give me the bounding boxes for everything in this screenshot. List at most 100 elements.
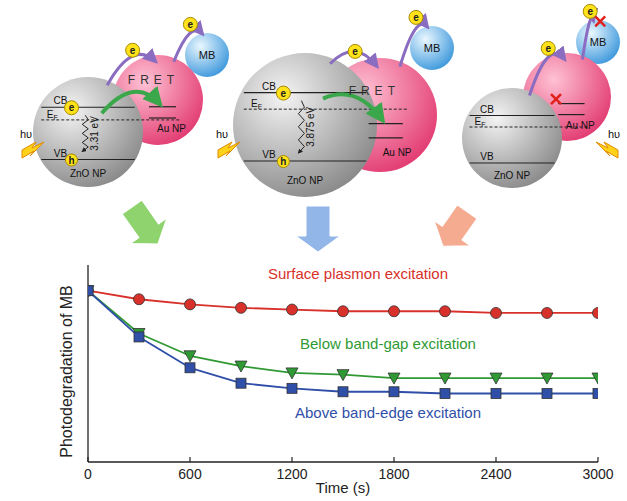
data-point (490, 373, 502, 384)
transfer-arrow (530, 54, 565, 96)
data-point (388, 373, 400, 384)
fret-label: FRET (349, 84, 400, 98)
data-point (185, 299, 196, 310)
electron (276, 86, 290, 100)
x-tick (393, 457, 394, 462)
x-axis (88, 461, 598, 462)
fermi-sub: F (258, 103, 262, 110)
zno-particle (233, 53, 377, 197)
transfer-arrow (582, 18, 593, 60)
data-point (134, 294, 145, 305)
charge-label: e (587, 6, 593, 17)
hole (66, 154, 78, 166)
particle-label: ZnO NP (70, 168, 106, 179)
charge-label: e (188, 19, 194, 30)
x-tick (495, 457, 496, 462)
photon-label: hυ (608, 128, 620, 140)
band-label: CB (262, 81, 276, 92)
scheme-panel: CBVBEFZnO NPAu NPMB3.875 eVeheeFREThυ (216, 10, 454, 197)
series-line (88, 291, 598, 394)
data-point (439, 373, 451, 384)
data-point (134, 332, 144, 342)
x-tick (189, 457, 190, 462)
data-point (236, 378, 246, 388)
fret-arrow (102, 92, 161, 113)
vb-level (244, 160, 366, 161)
particle-label: Au NP (383, 147, 412, 158)
data-point (593, 388, 598, 398)
charge-label: e (281, 88, 287, 99)
data-point (542, 307, 553, 318)
data-point (491, 307, 502, 318)
data-point (491, 388, 501, 398)
metal-level (369, 123, 403, 124)
data-point (338, 387, 348, 397)
cb-level (41, 107, 135, 108)
band-label: CB (480, 104, 494, 115)
relaxation-arrow (298, 101, 304, 153)
gap-label: 3.875 eV (305, 106, 316, 146)
fermi-label: EF (475, 116, 486, 128)
data-point (287, 383, 297, 393)
x-tick-label: 1200 (276, 466, 307, 482)
scheme-panel: CBVBEFZnO NPAu NPMB3.31 eVeheeFREThυ (20, 17, 229, 187)
x-tick-label: 600 (178, 466, 202, 482)
charge-label: e (69, 102, 75, 113)
metal-level (558, 114, 584, 115)
light-bolt (218, 142, 240, 158)
x-tick-label: 1800 (378, 466, 409, 482)
fermi-level (244, 109, 409, 110)
series-label: Below band-gap excitation (300, 335, 476, 352)
fret-arrow (323, 94, 383, 120)
x-tick (291, 457, 292, 462)
photon-label: hυ (216, 128, 228, 140)
fermi-label: EF (47, 109, 58, 121)
electron (65, 101, 79, 115)
series-label: Above band-edge excitation (295, 404, 481, 421)
x-tick-label: 2400 (480, 466, 511, 482)
x-tick-label: 0 (84, 466, 92, 482)
data-point (88, 285, 94, 296)
data-point (185, 363, 195, 373)
gap-label: 3.31 eV (89, 116, 100, 151)
data-point (184, 351, 196, 362)
transfer-arrow (174, 30, 203, 61)
electron (126, 43, 140, 57)
data-point (440, 388, 450, 398)
band-label: VB (262, 149, 276, 160)
relaxation-arrow (82, 115, 88, 151)
data-point (542, 388, 552, 398)
charge-label: e (545, 43, 551, 54)
fret-label: FRET (128, 73, 179, 87)
particle-label: ZnO NP (287, 175, 323, 186)
vb-level (41, 159, 135, 160)
charge-label: e (352, 46, 358, 57)
band-label: VB (480, 151, 494, 162)
charge-label: h (280, 156, 286, 167)
photon-label: hυ (20, 128, 32, 140)
axes: 06001200180024003000Time (s)Photodegrada… (58, 265, 614, 496)
blocked-mark (595, 16, 605, 26)
flow-arrow (114, 194, 176, 256)
particle-label: Au NP (157, 123, 186, 134)
flow-arrow (425, 199, 485, 259)
light-bolt (22, 142, 44, 158)
fermi-level (41, 119, 180, 120)
data-point (592, 373, 598, 384)
series-label: Surface plasmon excitation (268, 265, 448, 282)
data-point (389, 306, 400, 317)
y-axis-title: Photodegradation of MB (58, 285, 75, 458)
vb-level (470, 162, 555, 163)
dye-label: MB (590, 36, 607, 48)
x-tick (597, 457, 598, 462)
charge-label: e (130, 45, 136, 56)
fermi-sub: F (481, 121, 485, 128)
data-point (88, 286, 93, 296)
electron (583, 4, 597, 18)
transfer-arrow (400, 24, 428, 66)
x-tick-label: 3000 (582, 466, 613, 482)
data-point (88, 286, 94, 297)
dye-molecule (410, 26, 454, 70)
blocked-mark (551, 94, 561, 104)
light-bolt (596, 142, 618, 158)
